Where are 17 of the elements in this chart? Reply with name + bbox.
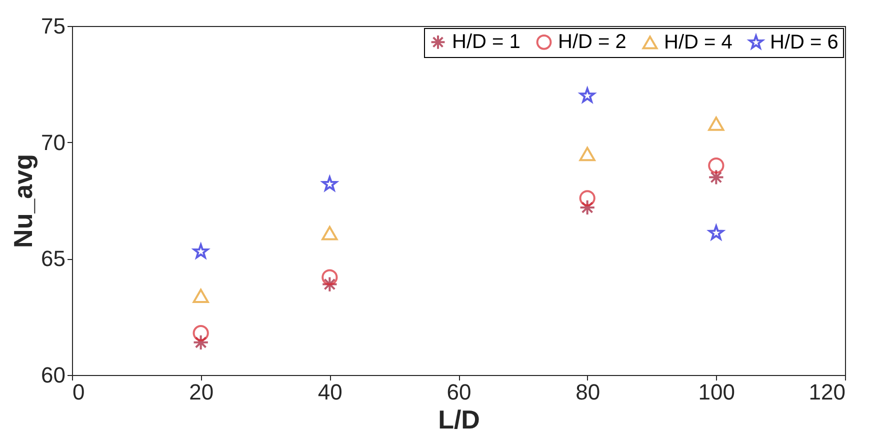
x-tick-label: 80 xyxy=(576,380,600,404)
y-tick-label: 75 xyxy=(41,14,66,38)
y-tick-label: 60 xyxy=(41,362,66,388)
y-axis-title: Nu_avg xyxy=(8,154,38,248)
x-tick-label: 100 xyxy=(698,380,736,404)
legend-label: H/D = 1 xyxy=(452,31,520,54)
y-tick-label: 65 xyxy=(41,246,66,272)
legend-label: H/D = 4 xyxy=(664,32,732,54)
legend-label: H/D = 6 xyxy=(770,32,838,54)
x-tick-label: 120 xyxy=(808,380,846,404)
x-tick-label: 20 xyxy=(189,380,214,404)
x-tick-label: 40 xyxy=(318,380,342,404)
x-tick-label: 0 xyxy=(72,380,85,404)
y-tick-label: 70 xyxy=(41,130,66,155)
x-tick-label: 60 xyxy=(446,380,472,404)
x-axis-title: L/D xyxy=(438,404,480,434)
legend-label: H/D = 2 xyxy=(558,31,626,54)
